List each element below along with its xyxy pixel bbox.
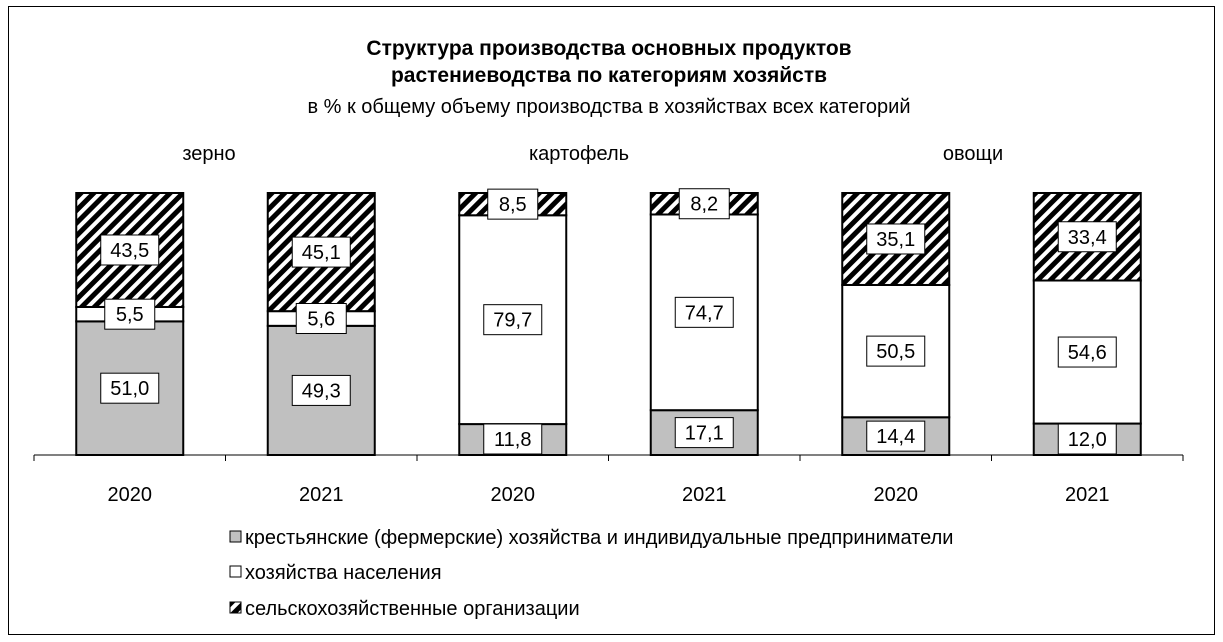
data-label-box (291, 374, 351, 406)
bars (75, 192, 1142, 457)
data-label: 50,5 (876, 341, 915, 363)
data-label-box (866, 420, 926, 452)
data-label: 35,1 (876, 229, 915, 251)
legend: крестьянские (фермерские) хозяйства и ин… (229, 527, 953, 620)
legend-swatch (229, 601, 242, 614)
x-tick-label: 2021 (1065, 484, 1110, 506)
chart-subtitle: в % к общему объему производства в хозяй… (307, 96, 910, 118)
x-tick-label: 2021 (299, 484, 344, 506)
legend-label: сельскохозяйственные организации (245, 598, 580, 620)
x-tick-label: 2020 (874, 484, 919, 506)
legend-swatch (229, 530, 242, 543)
chart-title-line-1: Структура производства основных продукто… (366, 37, 851, 60)
data-label-box (100, 372, 160, 404)
data-label-box (487, 188, 539, 220)
data-label-box (678, 188, 730, 220)
group-label: картофель (529, 143, 629, 165)
data-label: 12,0 (1068, 429, 1107, 451)
data-label-box (1057, 221, 1117, 253)
chart-title-line-2: растениеводства по категориям хозяйств (391, 64, 827, 87)
group-labels: зерно картофель овощи (182, 143, 1003, 165)
group-label: овощи (943, 143, 1003, 165)
data-label-box (866, 223, 926, 255)
data-label-box (291, 236, 351, 268)
legend-label: хозяйства населения (245, 562, 442, 584)
chart-frame: Структура производства основных продукто… (8, 6, 1215, 635)
data-label-box (483, 423, 543, 455)
data-label: 74,7 (685, 302, 724, 324)
data-labels: 51,0 5,5 43,5 49,3 5,6 45,1 11,8 79,7 8,5 17,1 74,… (100, 188, 1117, 455)
data-label: 79,7 (493, 310, 532, 332)
data-label: 5,5 (116, 304, 144, 326)
data-label: 45,1 (302, 242, 341, 264)
data-label: 14,4 (876, 426, 915, 448)
data-label: 11,8 (494, 429, 531, 451)
data-label-box (674, 296, 734, 328)
data-label-box (1057, 336, 1117, 368)
data-label-box (866, 335, 926, 367)
x-tick-label: 2021 (682, 484, 727, 506)
data-label: 8,2 (690, 194, 718, 216)
group-label: зерно (182, 143, 235, 165)
data-label-box (674, 417, 734, 449)
x-tick-label: 2020 (108, 484, 153, 506)
x-tick-label: 2020 (491, 484, 536, 506)
data-label: 33,4 (1068, 227, 1107, 249)
data-label: 8,5 (499, 194, 527, 216)
data-label: 43,5 (110, 240, 149, 262)
data-label: 17,1 (685, 423, 724, 445)
x-axis: 2020 2021 2020 2021 2020 2021 (33, 454, 1184, 506)
data-label-box (1057, 423, 1117, 455)
data-label: 54,6 (1068, 342, 1107, 364)
data-label-box (104, 298, 156, 330)
data-label-box (483, 304, 543, 336)
data-label: 49,3 (302, 380, 341, 402)
data-label-box (295, 302, 347, 334)
data-label: 51,0 (110, 378, 149, 400)
legend-label: крестьянские (фермерские) хозяйства и ин… (245, 527, 953, 549)
data-label-box (100, 234, 160, 266)
data-label: 5,6 (307, 308, 335, 330)
stacked-bar-chart: Структура производства основных продукто… (33, 37, 1184, 620)
legend-swatch (229, 565, 242, 578)
